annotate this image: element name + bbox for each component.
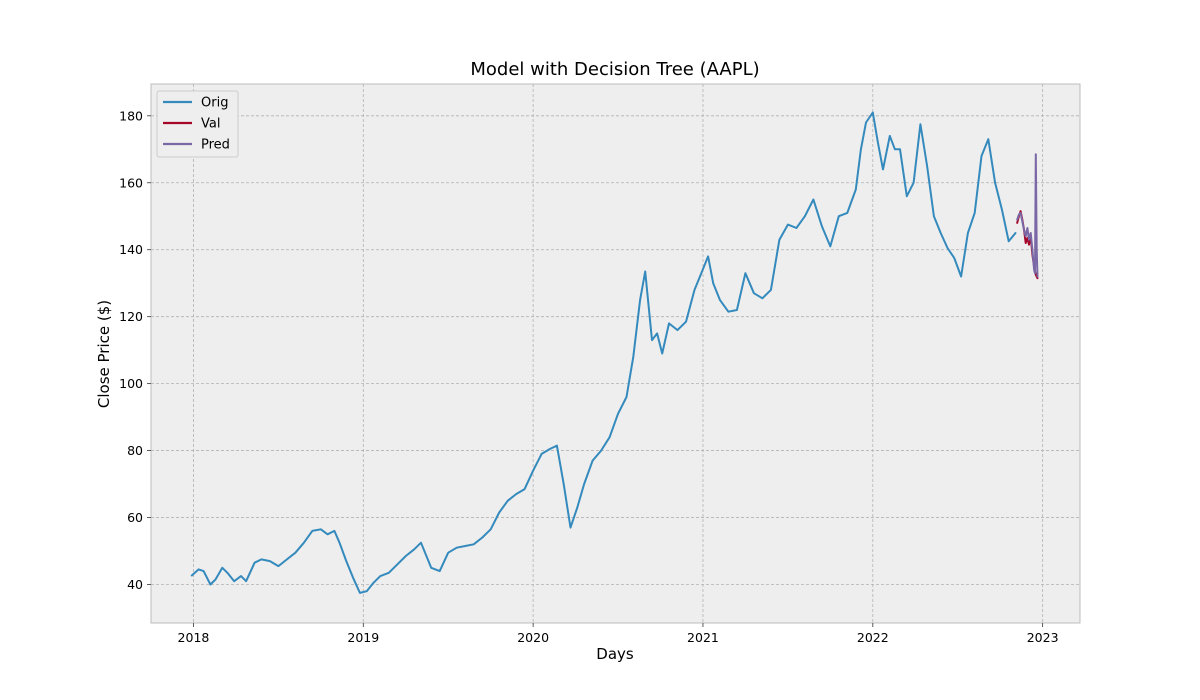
y-tick-label: 80: [127, 443, 143, 458]
x-axis-label: Days: [596, 645, 634, 663]
legend-label-orig: Orig: [201, 96, 228, 111]
y-axis-label: Close Price ($): [95, 300, 113, 408]
series-line-pred: [1016, 153, 1039, 278]
x-tick-label: 2019: [347, 630, 379, 645]
y-tick-label: 60: [127, 510, 143, 525]
x-tick-label: 2022: [857, 630, 889, 645]
x-axis-ticks: 2018 2019 2020 2021 2022 2023: [178, 623, 1059, 645]
y-tick-label: 160: [119, 175, 143, 190]
series-line-orig: [190, 111, 1017, 594]
chart-title: Model with Decision Tree (AAPL): [470, 59, 759, 80]
legend-label-pred: Pred: [201, 138, 230, 153]
legend: Orig Val Pred: [156, 90, 239, 158]
y-tick-label: 120: [119, 309, 143, 324]
y-tick-label: 180: [119, 108, 143, 123]
y-tick-label: 100: [119, 376, 143, 391]
legend-box: [156, 90, 239, 158]
plot-area: [150, 83, 1081, 624]
x-tick-label: 2018: [178, 630, 210, 645]
x-tick-label: 2023: [1027, 630, 1059, 645]
x-tick-label: 2021: [687, 630, 719, 645]
y-tick-label: 140: [119, 242, 143, 257]
y-tick-label: 40: [127, 577, 143, 592]
series-lines: [190, 111, 1039, 594]
x-tick-label: 2020: [517, 630, 549, 645]
legend-label-val: Val: [201, 117, 220, 132]
y-axis-ticks: 40 60 80 100 120 140 160 180: [119, 108, 151, 592]
